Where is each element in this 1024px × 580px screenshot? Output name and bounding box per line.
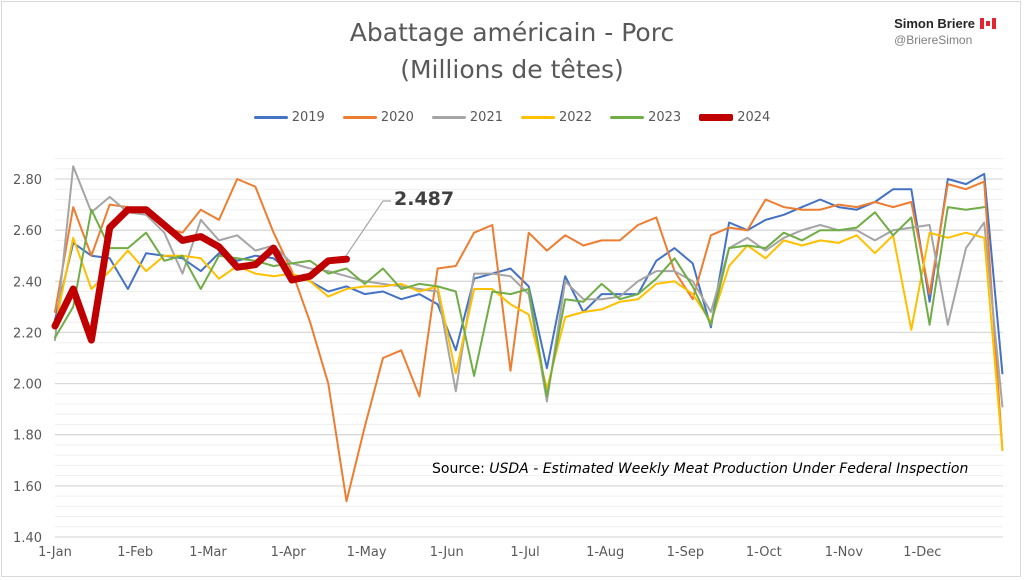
series-line-2023	[54, 206, 986, 398]
legend-swatch	[521, 116, 555, 119]
x-tick-label: 1-Sep	[667, 545, 704, 560]
series-line-2019	[54, 172, 1004, 375]
y-tick-label: 2.20	[13, 326, 42, 341]
x-tick-label: 1-Oct	[746, 545, 782, 560]
callout-leader-line	[346, 200, 391, 256]
y-tick-label: 1.80	[13, 429, 42, 444]
chart-subtitle: (Millions de têtes)	[400, 55, 624, 84]
legend-item-2024: 2024	[699, 110, 770, 125]
y-tick-label: 1.60	[13, 480, 42, 495]
chart-title: Abattage américain - Porc	[349, 18, 675, 47]
legend-item-2019: 2019	[253, 110, 325, 125]
x-tick-label: 1-Jun	[430, 545, 464, 560]
author-name: Simon Briere	[894, 16, 975, 31]
series-line-2024	[51, 206, 350, 344]
x-tick-label: 1-Feb	[117, 545, 153, 560]
legend-swatch	[342, 116, 377, 119]
legend-label: 2020	[380, 110, 414, 125]
y-tick-label: 2.40	[13, 275, 42, 290]
legend-item-2021: 2021	[431, 110, 503, 125]
source-prefix: Source:	[432, 461, 490, 477]
x-tick-label: 1-Jul	[510, 545, 539, 560]
author-block: Simon Briere @BriereSimon	[894, 16, 996, 47]
legend-swatch	[610, 116, 645, 119]
series-line-2022	[54, 231, 1004, 452]
y-tick-label: 2.00	[13, 378, 42, 393]
legend-swatch	[431, 116, 466, 119]
x-tick-label: 1-Apr	[271, 545, 307, 560]
legend-label: 2022	[559, 110, 593, 125]
legend-item-2022: 2022	[521, 110, 592, 125]
data-label-2024-last: 2.487	[394, 188, 455, 210]
legend-label: 2024	[737, 110, 771, 125]
y-tick-label: 2.60	[13, 224, 42, 239]
canada-flag-icon	[980, 18, 996, 29]
legend-item-2023: 2023	[610, 110, 681, 125]
x-tick-label: 1-Aug	[586, 545, 624, 560]
legend-item-2020: 2020	[342, 110, 414, 125]
source-text: USDA - Estimated Weekly Meat Production …	[489, 461, 969, 477]
author-handle: @BriereSimon	[894, 33, 973, 47]
chart-legend: 2019 2020 2021 2022 2023 2024	[0, 110, 1024, 125]
x-tick-label: 1-Mar	[189, 545, 227, 560]
legend-label: 2021	[469, 110, 503, 125]
x-tick-label: 1-May	[347, 545, 387, 560]
legend-swatch	[699, 114, 734, 121]
x-tick-label: 1-Dec	[903, 545, 941, 560]
y-tick-label: 1.40	[13, 531, 42, 546]
legend-label: 2023	[648, 110, 682, 125]
source-note: Source: USDA - Estimated Weekly Meat Pro…	[432, 461, 968, 477]
author-name-row: Simon Briere	[894, 16, 996, 31]
x-tick-label: 1-Nov	[825, 545, 864, 560]
x-tick-label: 1-Jan	[38, 545, 72, 560]
legend-label: 2019	[291, 110, 325, 125]
series-line-2020	[54, 178, 1004, 503]
y-tick-label: 2.80	[13, 173, 42, 188]
legend-swatch	[253, 116, 288, 119]
